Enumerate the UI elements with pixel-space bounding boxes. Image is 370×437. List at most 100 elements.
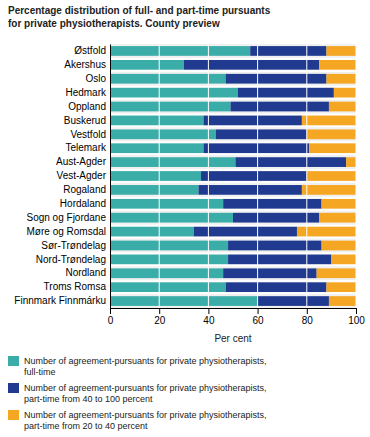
row-band [110,211,356,225]
legend-label: Number of agreement-pursuants for privat… [24,410,267,431]
x-axis-line [111,309,357,315]
y-tick: Aust-Agder [56,156,110,167]
bar [110,268,223,278]
x-tick-mark [110,308,111,314]
x-tick-mark [208,308,209,314]
bar [250,46,326,56]
grid-line [356,44,357,308]
grid-line [306,44,307,308]
x-tick: 40 [203,308,215,326]
bar [331,255,356,265]
bar [322,241,356,251]
y-tick-label: Sør-Trøndelag [41,240,106,251]
row-band [110,183,356,197]
bar [110,88,238,98]
bar [302,185,356,195]
legend: Number of agreement-pursuants for privat… [8,356,267,431]
bar [233,213,319,223]
legend-entry: Number of agreement-pursuants for privat… [8,356,267,377]
bar [235,157,346,167]
bar [216,129,307,139]
bar [110,157,235,167]
bar [110,171,201,181]
grid-line [110,44,111,308]
x-tick: 100 [348,308,365,326]
y-tick: Hedmark [65,87,110,98]
row-band [110,44,356,58]
text-line: Percentage distribution of full- and par… [8,5,271,16]
legend-swatch [8,383,19,393]
y-tick: Akershus [64,59,110,70]
bar [110,296,258,306]
x-tick-label: 60 [253,315,265,326]
bar [110,185,199,195]
y-tick: Oppland [68,101,110,112]
row-band [110,127,356,141]
y-tick-label: Østfold [74,45,106,56]
bar [110,102,231,112]
x-tick: 80 [302,308,314,326]
y-tick: Oslo [85,73,110,84]
bar [110,241,228,251]
y-tick-label: Hedmark [65,87,107,98]
bar [110,213,233,223]
bar [203,143,309,153]
text-line: Number of agreement-pursuants for privat… [24,410,267,420]
text-line: for private physiotherapists. County pre… [8,18,220,29]
y-axis: Østfold Akershus Oslo Hedmark Oppland Buskeru… [14,45,110,309]
legend-swatch [8,410,19,420]
chart: Percentage distribution of full- and par… [0,0,370,437]
bar [302,116,356,126]
y-tick-label: Sogn og Fjordane [26,212,106,223]
y-tick-label: Aust-Agder [56,156,107,167]
bar [309,143,356,153]
x-tick-label: 100 [348,315,365,326]
x-tick-mark [258,308,259,314]
grid-line [208,44,209,308]
bar [110,129,216,139]
y-tick-label: Oslo [85,73,106,84]
bar [329,296,356,306]
bar [307,171,356,181]
x-tick-label: 40 [203,315,215,326]
bar [297,227,356,237]
x-tick-mark [356,308,357,314]
row-bands [110,44,356,308]
y-tick: Østfold [74,45,110,56]
y-tick: Rogaland [63,184,110,195]
bar [346,157,356,167]
x-axis-title: Per cent [214,333,251,344]
y-tick: Hordaland [60,198,110,209]
row-band [110,72,356,86]
y-tick-label: Hordaland [60,198,106,209]
bar [199,185,302,195]
y-tick: Buskerud [64,115,110,126]
bar [334,88,356,98]
y-tick: Sør-Trøndelag [41,240,110,251]
bar [110,143,203,153]
bar [322,199,356,209]
legend-label: Number of agreement-pursuants for privat… [24,383,267,404]
x-tick: 60 [253,308,265,326]
text-line: Number of agreement-pursuants for privat… [24,356,267,366]
bar [329,102,356,112]
y-tick-label: Vest-Agder [57,170,107,181]
bar [319,213,356,223]
text-line: part-time from 40 to 100 percent [24,394,153,404]
row-band [110,239,356,253]
bar [326,46,356,56]
bars [110,46,356,306]
bar [228,241,321,251]
y-tick-label: Vestfold [70,129,106,140]
x-tick-label: 0 [108,315,114,326]
y-axis-line [110,45,111,309]
bar [110,227,194,237]
y-tick-label: Rogaland [63,184,106,195]
y-tick-label: Akershus [64,59,106,70]
y-tick: Nord-Trøndelag [36,254,110,265]
row-band [110,294,356,308]
bar [110,60,184,70]
legend-swatch [8,356,19,366]
legend-label: Number of agreement-pursuants for privat… [24,356,267,377]
bar [226,282,327,292]
